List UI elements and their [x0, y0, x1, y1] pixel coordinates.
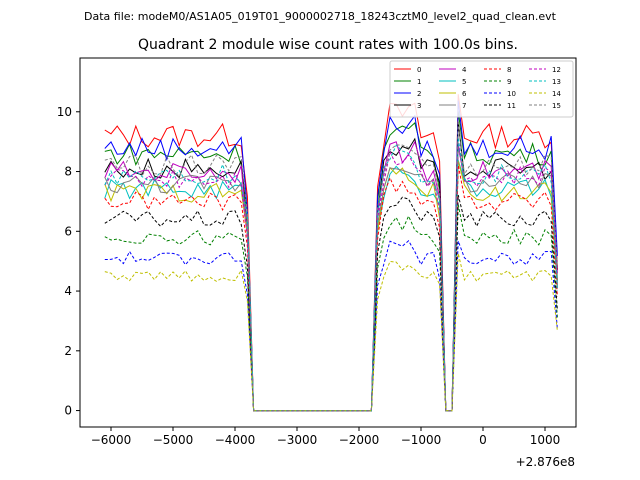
legend-box	[389, 60, 574, 118]
series-line-11	[104, 194, 558, 412]
legend-label: 15	[552, 102, 561, 110]
legend-label: 2	[417, 90, 421, 98]
x-tick-label: −3000	[277, 433, 318, 447]
data-file-header: Data file: modeM0/AS1A05_019T01_90000027…	[84, 10, 557, 23]
legend-label: 7	[462, 102, 466, 110]
y-tick-label: 2	[64, 344, 72, 358]
y-tick-label: 8	[64, 165, 72, 179]
series-line-15	[104, 120, 558, 412]
y-tick-label: 4	[64, 284, 72, 298]
legend-label: 5	[462, 78, 466, 86]
legend-label: 9	[507, 78, 511, 86]
legend-label: 10	[507, 90, 516, 98]
legend-label: 3	[417, 102, 421, 110]
legend-label: 11	[507, 102, 516, 110]
x-tick-label: 1000	[530, 433, 561, 447]
y-tick-label: 0	[64, 404, 72, 418]
axes-frame	[79, 57, 577, 428]
y-axis: 0 2 4 6 8 10	[57, 105, 80, 418]
series-line-10	[104, 240, 558, 412]
legend-label: 6	[462, 90, 467, 98]
legend-label: 13	[552, 78, 561, 86]
plot-lines	[104, 94, 558, 412]
series-line-14	[104, 253, 558, 412]
chart-title: Quadrant 2 module wise count rates with …	[138, 37, 518, 53]
legend-label: 0	[417, 66, 421, 74]
x-tick-label: −4000	[215, 433, 256, 447]
y-tick-label: 6	[64, 224, 72, 238]
legend-label: 12	[552, 66, 561, 74]
x-tick-label: −1000	[401, 433, 442, 447]
y-tick-label: 10	[57, 105, 72, 119]
series-line-8	[104, 164, 558, 412]
x-tick-label: −6000	[91, 433, 132, 447]
x-tick-label: 0	[479, 433, 487, 447]
legend-label: 1	[417, 78, 421, 86]
x-axis: −6000 −5000 −4000 −3000 −2000 −1000 0 1000	[91, 427, 561, 447]
x-tick-label: −2000	[339, 433, 380, 447]
legend-label: 8	[507, 66, 511, 74]
legend-label: 4	[462, 66, 467, 74]
x-offset-label: +2.876e8	[516, 455, 575, 469]
legend-label: 14	[552, 90, 561, 98]
x-tick-label: −5000	[153, 433, 194, 447]
